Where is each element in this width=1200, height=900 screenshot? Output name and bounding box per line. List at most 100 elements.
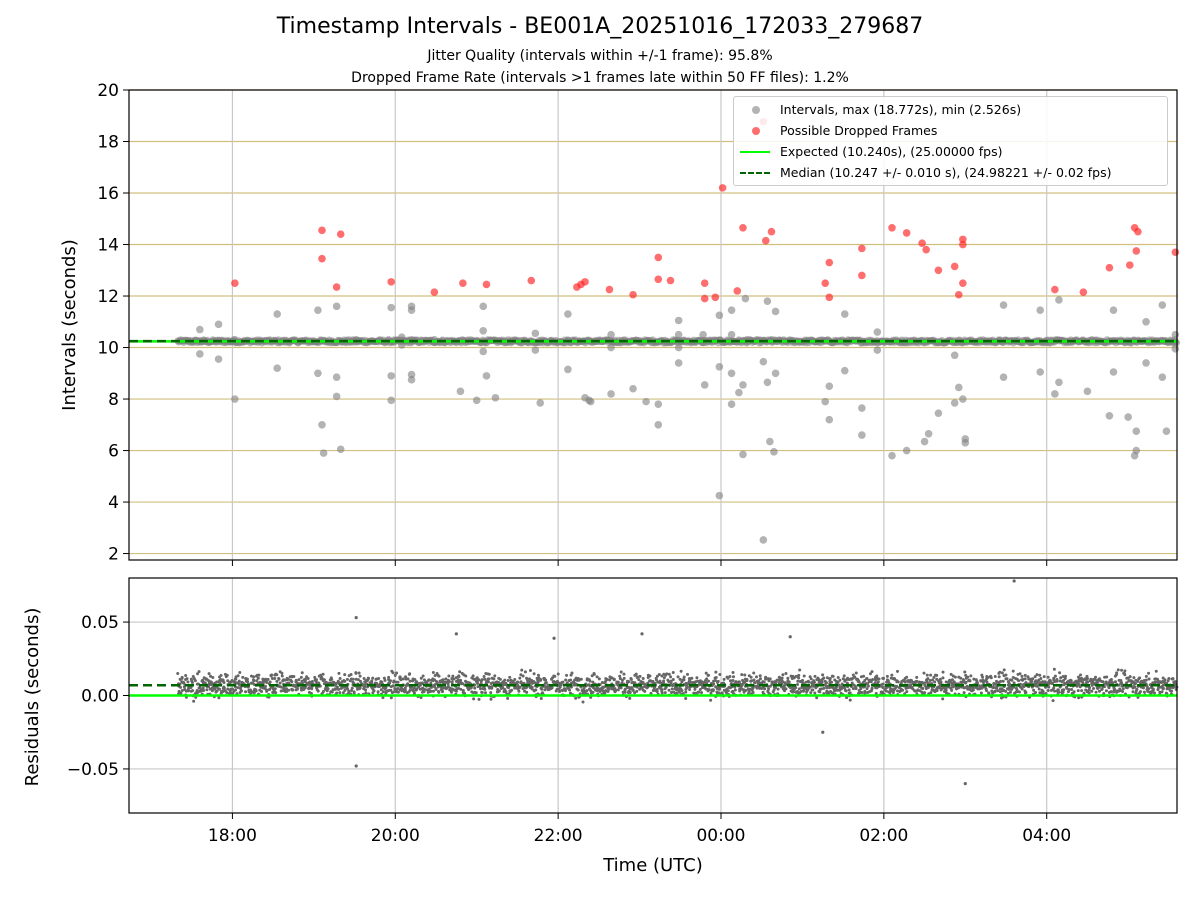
residual-point — [506, 696, 510, 700]
dropped-frame-point — [605, 285, 614, 294]
residual-point — [821, 673, 825, 677]
dropped-frame-point — [527, 276, 536, 285]
residual-point — [447, 680, 451, 684]
residual-point — [457, 686, 461, 690]
top-plot-gridlines — [129, 89, 1177, 560]
residual-point — [201, 686, 205, 690]
interval-point — [759, 536, 768, 544]
interval-point — [482, 372, 491, 380]
residual-outlier — [1012, 579, 1016, 583]
interval-point — [642, 397, 650, 406]
residual-point — [804, 680, 808, 684]
residual-point — [244, 690, 248, 694]
residual-point — [824, 681, 828, 685]
residual-point — [236, 674, 240, 678]
residual-point — [463, 691, 467, 695]
residual-point — [341, 691, 345, 695]
residual-point — [1047, 685, 1051, 689]
residual-point — [1097, 689, 1101, 693]
dropped-frame-point — [482, 280, 491, 289]
residual-point — [825, 676, 829, 680]
residual-point — [884, 689, 888, 693]
residual-point — [682, 675, 686, 679]
residual-outlier — [640, 632, 644, 636]
residual-point — [178, 685, 182, 689]
interval-point — [759, 357, 768, 366]
residual-point — [392, 680, 396, 684]
interval-point — [959, 395, 967, 403]
interval-point — [902, 446, 911, 455]
residual-point — [1005, 677, 1009, 681]
residual-point — [527, 677, 531, 681]
dropped-frame-point — [858, 271, 866, 280]
residual-point — [921, 687, 925, 691]
residual-point — [472, 697, 476, 701]
dropped-frame-point — [959, 279, 967, 287]
residual-point — [1004, 673, 1008, 677]
residual-point — [364, 691, 368, 695]
residual-point — [1034, 690, 1038, 694]
residual-point — [307, 686, 311, 690]
interval-point — [332, 373, 341, 381]
residual-point — [482, 674, 486, 678]
interval-point — [727, 330, 736, 339]
residual-point — [1030, 679, 1034, 683]
residual-point — [742, 690, 746, 694]
residual-point — [733, 688, 737, 692]
residual-point — [451, 674, 455, 678]
residual-point — [1147, 687, 1151, 691]
residual-point — [662, 676, 666, 680]
residual-point — [1031, 677, 1035, 681]
interval-point — [739, 450, 747, 459]
interval-point — [314, 369, 322, 378]
dropped-frame-point — [666, 276, 675, 285]
residual-point — [712, 682, 716, 686]
residual-point — [363, 685, 367, 689]
residual-point — [1109, 690, 1113, 694]
residual-point — [848, 691, 852, 695]
residual-point — [985, 689, 989, 693]
residual-point — [891, 691, 895, 695]
residual-point — [1133, 685, 1137, 689]
residual-point — [350, 686, 354, 690]
residual-point — [750, 679, 754, 683]
residual-point — [489, 691, 493, 695]
interval-point — [1130, 451, 1139, 460]
interval-point — [825, 382, 834, 390]
dropped-frame-point — [825, 293, 834, 302]
dropped-frame-point — [336, 230, 345, 239]
residual-point — [459, 678, 463, 682]
residual-point — [321, 672, 325, 676]
residual-point — [772, 688, 776, 692]
residual-point — [1115, 671, 1119, 675]
residual-point — [903, 680, 907, 684]
residual-point — [994, 682, 998, 686]
dropped-frame-point — [821, 279, 830, 287]
interval-point — [214, 320, 223, 329]
residual-point — [1023, 677, 1027, 681]
residual-point — [662, 679, 666, 683]
residual-point — [191, 689, 195, 693]
residual-point — [836, 680, 840, 684]
residual-point — [1061, 690, 1065, 694]
residual-point — [614, 688, 618, 692]
residual-point — [408, 688, 412, 692]
residual-point — [762, 680, 766, 684]
residual-point — [588, 679, 592, 683]
interval-point — [1142, 317, 1150, 326]
interval-point — [1055, 296, 1063, 304]
residual-point — [1153, 691, 1157, 695]
residual-point — [512, 681, 516, 685]
residual-point — [667, 679, 671, 683]
residual-point — [343, 679, 347, 683]
residual-point — [854, 671, 858, 675]
interval-point — [873, 328, 882, 336]
interval-point — [1036, 368, 1044, 376]
residual-point — [768, 677, 772, 681]
residual-point — [1020, 674, 1024, 678]
residual-point — [263, 684, 267, 688]
residual-point — [1053, 674, 1057, 678]
residual-point — [796, 679, 800, 683]
residual-point — [337, 671, 341, 675]
residual-point — [623, 687, 627, 691]
